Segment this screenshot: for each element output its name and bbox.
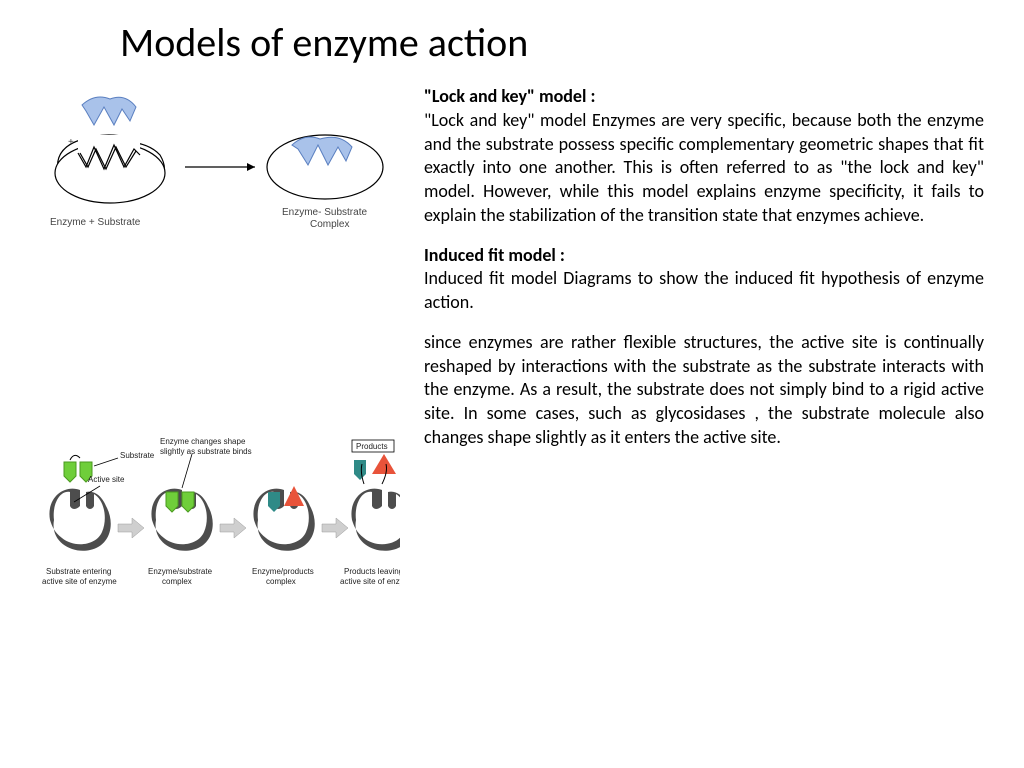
text-column: "Lock and key" model : "Lock and key" mo… [424,85,984,615]
stage3-caption-1: Enzyme/products [252,567,314,576]
substrate-label: Substrate [120,451,155,460]
active-site-label: Active site [88,475,125,484]
lock-key-body: "Lock and key" model Enzymes are very sp… [424,109,984,226]
stage4-caption-1: Products leaving [344,567,400,576]
stage2-caption-1: Enzyme/substrate [148,567,213,576]
page-title: Models of enzyme action [120,18,984,67]
induced-fit-body-2: since enzymes are rather flexible struct… [424,331,984,448]
stage-3-enzyme [253,489,314,551]
lock-key-paragraph: "Lock and key" model : "Lock and key" mo… [424,85,984,228]
label-complex-line1: Enzyme- Substrate [282,207,367,218]
stage4-product-b [372,454,396,474]
products-label: Products [356,442,388,451]
substrate-left [82,97,136,125]
stage1-caption-2: active site of enzyme [42,577,117,586]
stage3-product-a [268,492,280,512]
change-label-1: Enzyme changes shape [160,437,246,446]
label-enzyme-substrate: Enzyme + Substrate [50,217,141,228]
stage-4-enzyme [351,489,400,551]
induced-fit-paragraph-1: Induced fit model : Induced fit model Di… [424,244,984,315]
content-row: + Enzyme + Substrate Enzyme- Substrate C… [40,85,984,615]
induced-fit-heading: Induced fit model : [424,244,565,266]
induced-fit-diagram: Substrate Active site Enzyme changes sha… [40,410,400,610]
stage1-motion-arc [70,455,80,460]
change-label-2: slightly as substrate binds [160,447,252,456]
substrate-pointer-line [94,458,118,466]
stage2-substrate-b [182,492,194,512]
arrow-3-icon [322,518,348,538]
reaction-arrow-head [247,163,255,171]
induced-fit-body-1: Induced fit model Diagrams to show the i… [424,267,984,313]
induced-fit-paragraph-2: since enzymes are rather flexible struct… [424,331,984,450]
plus-sign: + [68,137,74,148]
lock-and-key-diagram: + Enzyme + Substrate Enzyme- Substrate C… [40,85,400,235]
stage4-caption-2: active site of enzyme [340,577,400,586]
stage1-substrate-a [64,462,76,482]
diagrams-column: + Enzyme + Substrate Enzyme- Substrate C… [40,85,400,615]
label-complex-line2: Complex [310,219,349,230]
stage4-product-a [354,460,366,480]
stage3-caption-2: complex [266,577,296,586]
stage2-substrate-a [166,492,178,512]
arrow-1-icon [118,518,144,538]
stage1-caption-1: Substrate entering [46,567,111,576]
lock-key-heading: "Lock and key" model : [424,85,595,107]
change-pointer [182,454,192,488]
arrow-2-icon [220,518,246,538]
stage2-caption-2: complex [162,577,192,586]
